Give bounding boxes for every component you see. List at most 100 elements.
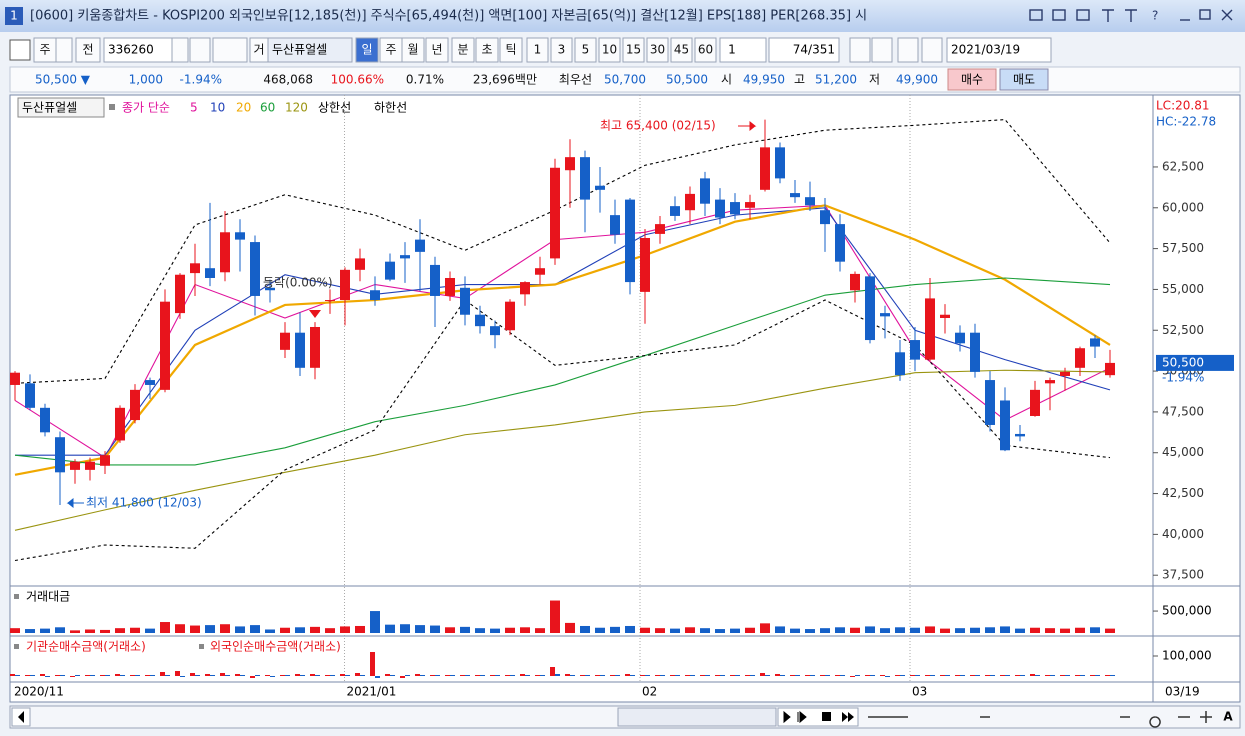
netbuy-bar [825,675,830,676]
volume-bar [340,626,350,633]
netbuy-bar [310,674,315,676]
period-tab-box[interactable] [355,37,379,63]
netbuy-bar [75,675,80,676]
volume-bar [10,628,20,633]
netbuy-bar [375,676,380,678]
period-tab-box[interactable] [475,37,499,63]
period-tab[interactable]: 틱 [505,43,516,57]
interval-button-box[interactable] [646,37,669,63]
go-button[interactable]: 거 [253,43,264,57]
netbuy-bar [900,675,905,676]
interval-button[interactable]: 1 [534,43,542,57]
volume-bar [55,627,65,633]
interval-button-box[interactable] [694,37,717,63]
netbuy-bar [10,674,15,676]
period-tab[interactable]: 초 [481,43,492,57]
volume-bar [985,627,995,633]
y-tick-label: 57,500 [1162,241,1204,255]
period-tab[interactable]: 주 [385,43,396,57]
volume-bar [385,624,395,633]
netbuy-bar [645,675,650,676]
period-tab[interactable]: 월 [407,43,418,57]
candle-body [1105,362,1115,376]
dropdown-box[interactable] [55,37,73,63]
interval-button-box[interactable] [622,37,645,63]
netbuy-bar [90,675,95,676]
count[interactable]: 1 [728,43,736,57]
period-tab[interactable]: 일 [361,43,372,57]
buy-label[interactable]: 매수 [961,73,983,87]
netbuy-bar [105,675,110,676]
netbuy-bar [430,675,435,676]
sell-button[interactable] [999,68,1049,91]
netbuy-bar [595,675,600,676]
interval-button-box[interactable] [574,37,597,63]
candle-body [340,269,350,301]
netbuy-bar [100,675,105,676]
tool-button-box[interactable] [897,37,919,63]
period-button[interactable]: 주 [39,43,50,57]
candle-body [295,332,305,368]
volume-bar [820,628,830,633]
interval-button[interactable]: 60 [698,43,713,57]
netbuy-bar [255,675,260,676]
hc-label: HC:-22.78 [1156,115,1216,129]
prev-button-box[interactable] [75,37,101,63]
tool-button-box[interactable] [871,37,893,63]
date-field[interactable] [946,37,1052,63]
tool-button-box[interactable] [921,37,943,63]
annotation-mark: 등락(0.00%) [263,276,333,290]
period-tab[interactable]: 분 [457,43,468,57]
netbuy-bar [130,675,135,676]
period-tab-box[interactable] [425,37,449,63]
netbuy-bar [675,675,680,676]
netbuy-bar [970,675,975,676]
netbuy-bar [1005,675,1010,676]
tool-button-box[interactable] [849,37,871,63]
volume-bar [145,628,155,633]
window-icon [5,7,23,25]
volume-bar [235,626,245,633]
period-tab[interactable]: 년 [431,43,442,57]
volume-bar [85,629,95,633]
period-tab-box[interactable] [451,37,475,63]
period-tab-box[interactable] [499,37,523,63]
stock-code[interactable]: 336260 [108,43,154,57]
interval-button-box[interactable] [550,37,573,63]
period-tab-box[interactable] [401,37,425,63]
last-price: 50,500 [1162,355,1204,369]
quote-ratio: 100.66% [331,73,384,87]
interval-button-box[interactable] [526,37,549,63]
interval-button[interactable]: 3 [558,43,566,57]
candle-body [1030,389,1040,416]
buy-button[interactable] [947,68,997,91]
netbuy-bar [55,675,60,676]
sell-label[interactable]: 매도 [1013,73,1035,87]
sound-button-box[interactable] [212,37,248,63]
date[interactable]: 2021/03/19 [951,43,1020,57]
interval-button-box[interactable] [598,37,621,63]
dropdown-box[interactable] [171,37,189,63]
toolbar-icon[interactable] [9,39,31,61]
interval-button-box[interactable] [670,37,693,63]
count-field[interactable] [719,37,767,63]
volume-bar [970,627,980,633]
interval-button[interactable]: 10 [602,43,617,57]
panel-square [14,644,19,649]
netbuy-bar [240,675,245,676]
interval-button[interactable]: 5 [582,43,590,57]
interval-button[interactable]: 45 [674,43,689,57]
netbuy-bar [925,675,930,676]
netbuy-bar [1080,675,1085,676]
interval-button[interactable]: 30 [650,43,665,57]
svg-text:A: A [1223,710,1233,724]
search-button-box[interactable] [189,37,211,63]
scrollbar[interactable]: A [9,705,1241,729]
candle-body [115,407,125,441]
volume-bar [1090,627,1100,633]
netbuy-bar [775,674,780,676]
prev-button[interactable]: 전 [82,43,93,57]
netbuy-bar [1035,675,1040,676]
interval-button[interactable]: 15 [626,43,641,57]
last-price-box [1156,354,1234,371]
